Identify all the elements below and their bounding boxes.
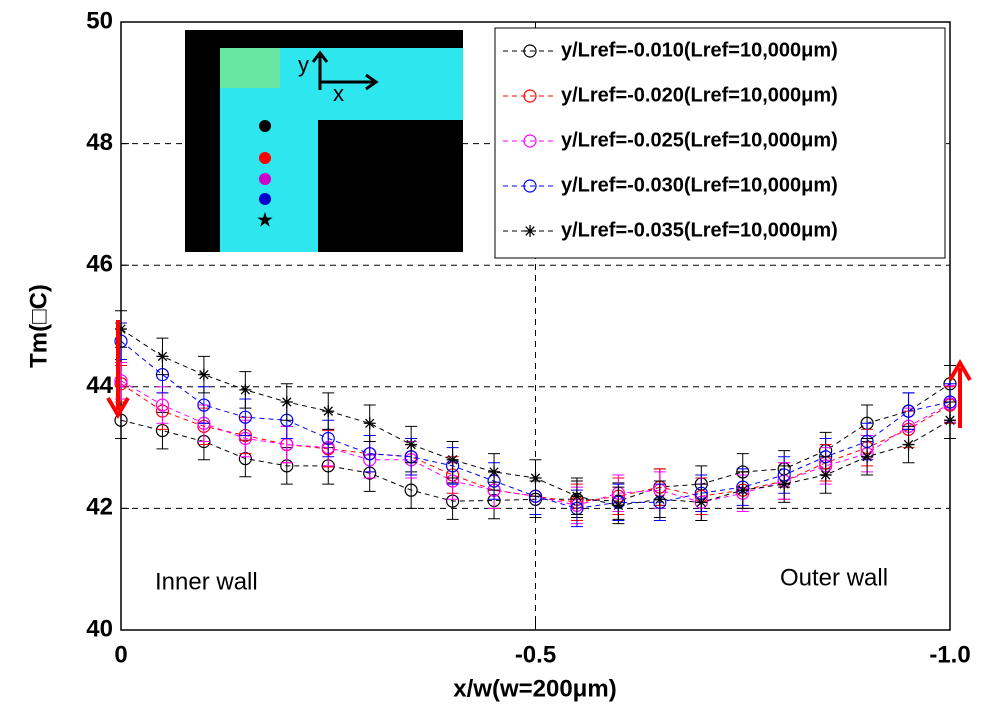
y-tick-label: 44 <box>86 372 113 399</box>
legend-marker <box>524 225 536 237</box>
data-point <box>571 490 583 502</box>
data-point <box>778 478 790 490</box>
inset-image: ★ y x <box>185 30 463 252</box>
data-point <box>156 350 168 362</box>
legend: y/Lref=-0.010(Lref=10,000μm) y/Lref=-0.02… <box>495 28 945 258</box>
arrow <box>950 363 970 428</box>
inset-dot <box>259 152 271 164</box>
legend-label: y/Lref=-0.020(Lref=10,000μm) <box>561 84 838 106</box>
data-point <box>322 405 334 417</box>
annotation: Inner wall <box>155 568 258 595</box>
data-point <box>364 417 376 429</box>
legend-label: y/Lref=-0.035(Lref=10,000μm) <box>561 219 838 241</box>
inset-x-label: x <box>333 81 344 106</box>
chart: 40 42 44 46 48 50 0 -0.5 -1.0 ★ y x y/Lref=-0.01… <box>0 0 981 711</box>
inset-gradient <box>220 48 280 88</box>
legend-label: y/Lref=-0.030(Lref=10,000μm) <box>561 174 838 196</box>
inset-dot <box>259 193 271 205</box>
inset-dot <box>259 120 271 132</box>
data-point <box>488 466 500 478</box>
data-point <box>447 454 459 466</box>
data-point <box>695 496 707 508</box>
legend-label: y/Lref=-0.025(Lref=10,000μm) <box>561 129 838 151</box>
data-point <box>405 439 417 451</box>
page: {"chart_data": { "type": "line", "x_labe… <box>0 0 981 711</box>
y-tick-label: 42 <box>86 494 113 521</box>
data-point <box>944 414 956 426</box>
data-point <box>737 484 749 496</box>
inset-star: ★ <box>256 209 274 231</box>
y-tick-label: 50 <box>86 7 113 34</box>
inset-y-label: y <box>298 52 309 77</box>
inset-dot <box>259 173 271 185</box>
data-point <box>281 396 293 408</box>
data-point <box>530 472 542 484</box>
x-axis-label: x/w(w=200μm) <box>453 675 616 702</box>
data-point <box>820 469 832 481</box>
x-tick-label: 0 <box>114 641 127 668</box>
data-point <box>903 439 915 451</box>
annotation: Outer wall <box>780 564 888 591</box>
inset-wall <box>318 120 463 252</box>
x-tick-label: -0.5 <box>515 641 556 668</box>
data-point <box>654 493 666 505</box>
x-tick-label: -1.0 <box>929 641 970 668</box>
data-point <box>612 499 624 511</box>
y-axis-label: Tm(□C) <box>25 284 52 368</box>
y-tick-label: 46 <box>86 251 113 278</box>
data-point <box>198 369 210 381</box>
data-point <box>861 451 873 463</box>
legend-label: y/Lref=-0.010(Lref=10,000μm) <box>561 39 838 61</box>
data-point <box>239 384 251 396</box>
y-tick-label: 48 <box>86 129 113 156</box>
y-tick-label: 40 <box>86 615 113 642</box>
